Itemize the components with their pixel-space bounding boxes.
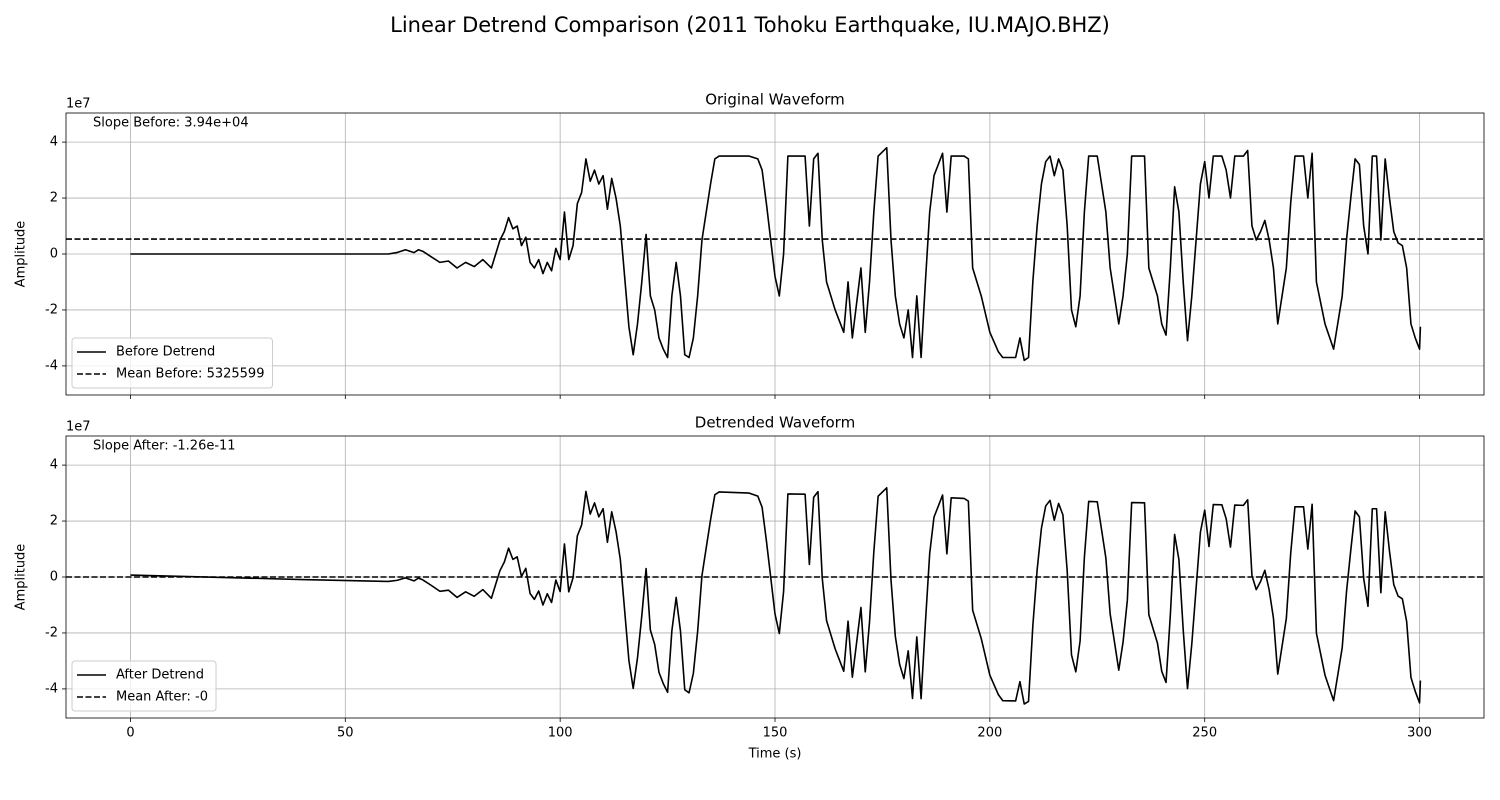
offset-text: 1e7 xyxy=(66,97,91,112)
axes-frame xyxy=(65,435,1485,719)
y-tick-label: 4 xyxy=(50,135,58,150)
y-tick-label: 2 xyxy=(50,191,58,206)
subplot: 0 50 100 150 200 250 300 -4 -2 0 2 4 Detrended Wavef… xyxy=(14,414,1485,762)
offset-text: 1e7 xyxy=(66,420,91,435)
legend: After Detrend Mean After: -0 xyxy=(71,660,217,712)
legend-box xyxy=(71,660,217,712)
y-tick-label: 4 xyxy=(50,458,58,473)
legend-label: After Detrend xyxy=(116,668,204,683)
x-axis-label: Time (s) xyxy=(748,747,802,762)
x-tick-label: 100 xyxy=(548,726,573,741)
x-tick-label: 200 xyxy=(977,726,1002,741)
y-tick-label: -2 xyxy=(45,625,58,640)
subplot-title: Original Waveform xyxy=(705,91,845,109)
x-tick-label: 0 xyxy=(126,726,134,741)
y-tick-label: -4 xyxy=(45,358,58,373)
waveform-line xyxy=(130,486,1422,705)
y-axis-label: Amplitude xyxy=(14,221,29,288)
x-tick-label: 250 xyxy=(1192,726,1217,741)
y-axis-label: Amplitude xyxy=(14,544,29,611)
legend: Before Detrend Mean Before: 5325599 xyxy=(71,337,273,389)
figure-title: Linear Detrend Comparison (2011 Tohoku E… xyxy=(390,13,1110,37)
subplot: -4 -2 0 2 4 Original Waveform 1e7 Amplitude Slop… xyxy=(14,91,1485,399)
slope-annotation: Slope After: -1.26e-11 xyxy=(93,439,236,454)
x-tick-label: 50 xyxy=(337,726,354,741)
legend-box xyxy=(71,337,273,389)
axes-frame xyxy=(65,112,1485,396)
y-tick-label: -4 xyxy=(45,681,58,696)
legend-label: Mean Before: 5325599 xyxy=(116,367,264,382)
legend-label: Mean After: -0 xyxy=(116,690,208,705)
y-tick-label: -2 xyxy=(45,302,58,317)
subplot-title: Detrended Waveform xyxy=(695,414,855,432)
y-tick-label: 0 xyxy=(50,247,58,262)
slope-annotation: Slope Before: 3.94e+04 xyxy=(93,116,249,131)
y-tick-label: 2 xyxy=(50,514,58,529)
y-tick-label: 0 xyxy=(50,570,58,585)
x-tick-label: 150 xyxy=(763,726,788,741)
x-tick-label: 300 xyxy=(1407,726,1432,741)
legend-label: Before Detrend xyxy=(116,345,215,360)
waveform-line xyxy=(130,146,1422,362)
